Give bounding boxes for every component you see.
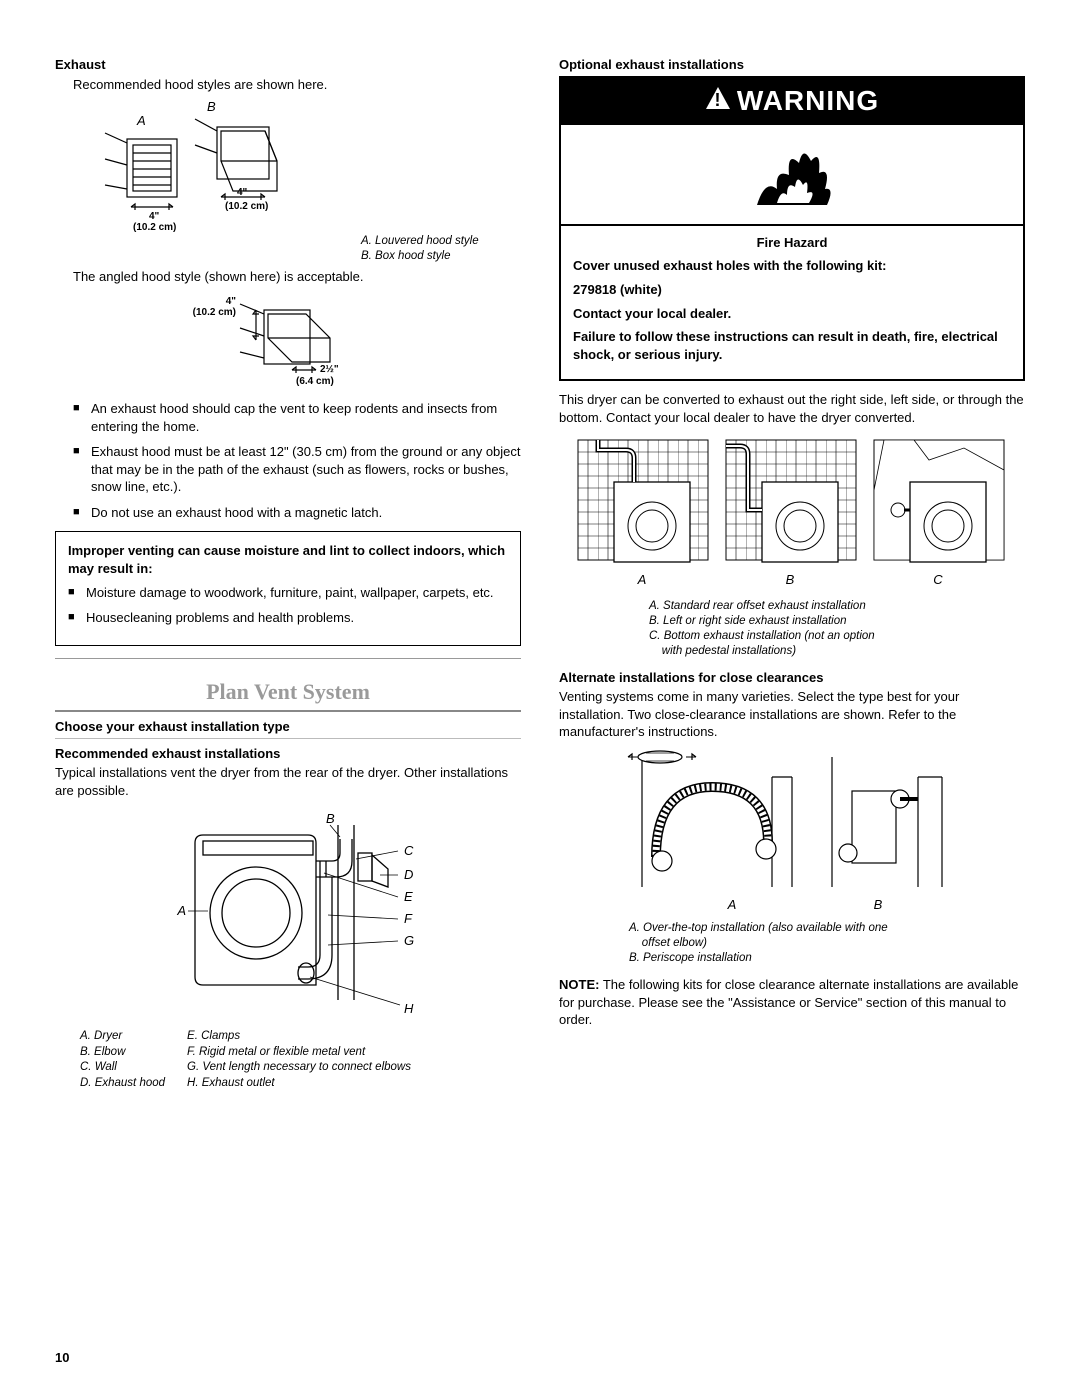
text-recommended-hood: Recommended hood styles are shown here. [73,76,521,94]
warning-box-venting: Improper venting can cause moisture and … [55,531,521,645]
fig3-B: B [326,811,335,826]
fig5-capB: B. Periscope installation [629,951,1025,966]
heading-alternate: Alternate installations for close cleara… [559,669,1025,687]
fig3-capE: E. Clamps [187,1029,411,1045]
note-label: NOTE: [559,977,599,992]
warning-panel: ! WARNING Fire Hazard Cover unused exhau… [559,76,1025,382]
text-angled-hood: The angled hood style (shown here) is ac… [73,268,521,286]
fig1-label-B: B [207,99,216,114]
fig1-dim102-2: (10.2 cm) [225,201,268,212]
warning-title: WARNING [737,82,879,120]
warn-kit: 279818 (white) [573,281,1011,299]
fig4-C: C [933,572,943,587]
fig3-C: C [404,843,414,858]
note-paragraph: NOTE: The following kits for close clear… [559,976,1025,1029]
fig3-capA: A. Dryer [80,1029,165,1045]
fig2-dim102: (10.2 cm) [193,307,236,318]
fig5-capA: A. Over-the-top installation (also avail… [629,921,1025,936]
fig3-E: E [404,889,413,904]
heading-exhaust: Exhaust [55,56,521,74]
figure-recommended-install: A B C D E F G H [55,805,521,1025]
fig3-capH: H. Exhaust outlet [187,1076,411,1092]
figure-angled-hood: 4" (10.2 cm) 2½" (6.4 cm) [55,292,521,397]
figure-hood-styles: A 4" (10.2 cm) B 4" [55,99,521,264]
fig1-caption-B: B. Box hood style [361,249,479,264]
section-title-plan-vent: Plan Vent System [55,677,521,707]
page-number: 10 [55,1349,69,1367]
warning-text: Fire Hazard Cover unused exhaust holes w… [561,224,1023,379]
fig3-A: A [176,903,186,918]
text-typical: Typical installations vent the dryer fro… [55,764,521,799]
fig1-label-A: A [136,113,146,128]
fig3-D: D [404,867,413,882]
fig5-capA2: offset elbow) [629,936,1025,951]
fig5-B: B [874,897,883,912]
fig1-dim102-1: (10.2 cm) [133,222,176,233]
figure-close-clearance: A B A. Over-the-top installation (also a… [559,747,1025,966]
heading-optional-exhaust: Optional exhaust installations [559,56,1025,74]
text-dryer-convert: This dryer can be converted to exhaust o… [559,391,1025,426]
fire-icon [561,125,1023,224]
fig3-caption: A. Dryer B. Elbow C. Wall D. Exhaust hoo… [80,1029,521,1091]
svg-text:!: ! [714,90,721,110]
fig2-dim64: (6.4 cm) [296,376,334,387]
fig4-capC: C. Bottom exhaust installation (not an o… [649,629,1025,644]
fig2-dim25: 2½" [320,364,339,375]
fig3-capC: C. Wall [80,1060,165,1076]
figure-exhaust-options: A B C A. Standard rear offset exhaust in… [559,434,1025,658]
fig3-capD: D. Exhaust hood [80,1076,165,1092]
bullet-1: An exhaust hood should cap the vent to k… [73,400,521,435]
fig1-dim4-1: 4" [149,211,160,222]
box-bullet-2: Housecleaning problems and health proble… [68,609,508,627]
fig4-A: A [637,572,647,587]
fig4-B: B [786,572,795,587]
bullet-list-exhaust: An exhaust hood should cap the vent to k… [73,400,521,521]
bullet-2: Exhaust hood must be at least 12" (30.5 … [73,443,521,496]
fig5-A: A [727,897,737,912]
warning-bar: ! WARNING [561,78,1023,126]
box-bullet-1: Moisture damage to woodwork, furniture, … [68,584,508,602]
fig3-capF: F. Rigid metal or flexible metal vent [187,1045,411,1061]
fig4-capC2: with pedestal installations) [649,644,1025,659]
fig1-caption-A: A. Louvered hood style [361,234,479,249]
fig3-F: F [404,911,413,926]
fig3-H: H [404,1001,414,1016]
warn-failure: Failure to follow these instructions can… [573,328,1011,363]
fig1-dim4-2: 4" [237,187,248,198]
box-lead: Improper venting can cause moisture and … [68,542,508,577]
fig2-dim4: 4" [226,296,237,307]
note-text: The following kits for close clearance a… [559,977,1018,1027]
warning-triangle-icon: ! [705,82,731,120]
fig3-G: G [404,933,414,948]
bullet-3: Do not use an exhaust hood with a magnet… [73,504,521,522]
fig4-capA: A. Standard rear offset exhaust installa… [649,599,1025,614]
warn-fire-hazard: Fire Hazard [573,234,1011,252]
fig4-capB: B. Left or right side exhaust installati… [649,614,1025,629]
heading-choose-type: Choose your exhaust installation type [55,718,521,736]
warn-cover: Cover unused exhaust holes with the foll… [573,257,1011,275]
heading-recommended-install: Recommended exhaust installations [55,745,521,763]
text-alternate: Venting systems come in many varieties. … [559,688,1025,741]
fig3-capG: G. Vent length necessary to connect elbo… [187,1060,411,1076]
warn-contact: Contact your local dealer. [573,305,1011,323]
fig3-capB: B. Elbow [80,1045,165,1061]
